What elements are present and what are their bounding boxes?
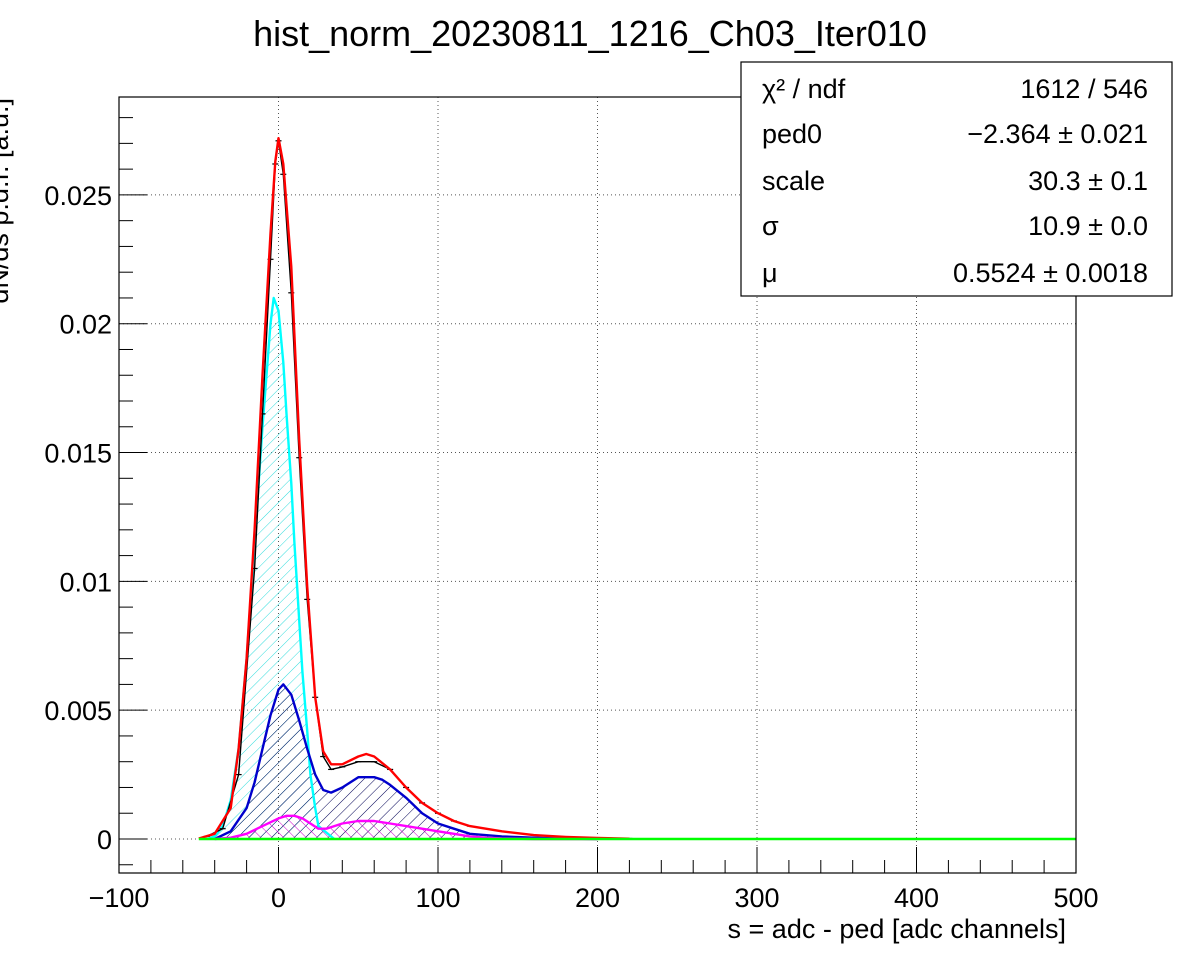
stats-key-scale: scale bbox=[762, 166, 825, 196]
series-fill-4 bbox=[214, 815, 598, 839]
x-tick-label: 200 bbox=[575, 883, 620, 913]
stats-value-mu: 0.5524 ± 0.0018 bbox=[953, 258, 1148, 288]
x-axis-label: s = adc - ped [adc channels] bbox=[728, 914, 1066, 944]
stats-key-ped0: ped0 bbox=[762, 119, 822, 149]
stats-box: χ² / ndf 1612 / 546 ped0 −2.364 ± 0.021 … bbox=[740, 61, 1173, 297]
stats-value-ped0: −2.364 ± 0.021 bbox=[967, 119, 1148, 149]
y-tick-label: 0 bbox=[97, 825, 112, 855]
x-tick-label: 0 bbox=[271, 883, 286, 913]
y-tick-label: 0.015 bbox=[44, 439, 112, 469]
stats-key-chi2: χ² / ndf bbox=[762, 74, 846, 104]
series-fill-2 bbox=[206, 298, 335, 839]
stats-value-chi2: 1612 / 546 bbox=[1020, 74, 1148, 104]
y-tick-label: 0.005 bbox=[44, 696, 112, 726]
x-tick-label: 300 bbox=[734, 883, 779, 913]
y-axis-ticks: 0 0.005 0.01 0.015 0.02 0.025 bbox=[44, 117, 147, 866]
x-axis-ticks: −100 0 100 200 300 400 500 bbox=[89, 847, 1099, 913]
x-tick-label: 500 bbox=[1053, 883, 1098, 913]
y-tick-label: 0.01 bbox=[59, 567, 112, 597]
chart-title: hist_norm_20230811_1216_Ch03_Iter010 bbox=[253, 13, 927, 54]
stats-box-frame bbox=[740, 61, 1173, 297]
x-tick-label: 400 bbox=[894, 883, 939, 913]
series-fill-3 bbox=[214, 684, 598, 839]
stats-value-scale: 30.3 ± 0.1 bbox=[1028, 166, 1148, 196]
stats-key-sigma: σ bbox=[762, 211, 779, 241]
stats-key-mu: μ bbox=[762, 258, 778, 288]
series-line-3 bbox=[214, 683, 598, 841]
series-fills bbox=[206, 298, 598, 839]
y-axis-label: dN/ds p.d.f. [a.u.] bbox=[0, 98, 14, 304]
x-tick-label: −100 bbox=[89, 883, 150, 913]
stats-value-sigma: 10.9 ± 0.0 bbox=[1028, 211, 1148, 241]
x-tick-label: 100 bbox=[415, 883, 460, 913]
y-tick-label: 0.025 bbox=[44, 181, 112, 211]
y-tick-label: 0.02 bbox=[59, 310, 112, 340]
series-line-1 bbox=[198, 137, 630, 840]
series-lines bbox=[198, 137, 1076, 841]
series-line-4 bbox=[214, 814, 598, 841]
